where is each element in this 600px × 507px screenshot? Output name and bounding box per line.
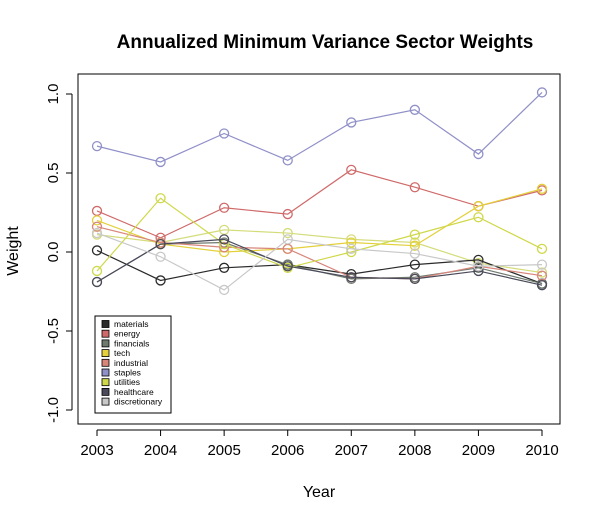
legend-label: tech xyxy=(114,348,130,358)
y-tick-label: 1.0 xyxy=(45,84,62,105)
legend-swatch xyxy=(101,329,110,338)
legend-label: utilities xyxy=(114,377,140,387)
plot-frame xyxy=(77,73,561,425)
data-point xyxy=(536,87,548,98)
x-tick-label: 2007 xyxy=(335,442,368,459)
y-tick-label: -0.5 xyxy=(45,318,62,344)
data-point xyxy=(155,275,166,286)
data-point xyxy=(473,261,484,272)
y-tick-label: 0.5 xyxy=(45,163,62,184)
legend-swatch xyxy=(101,378,110,387)
series-line xyxy=(96,249,543,285)
series-discretionary xyxy=(91,227,548,296)
legend-swatch xyxy=(101,387,110,396)
legend-label: materials xyxy=(114,319,148,329)
series-line xyxy=(96,197,543,272)
legend-label: healthcare xyxy=(114,387,154,397)
data-point xyxy=(91,215,103,226)
data-point xyxy=(409,248,421,259)
data-point xyxy=(409,259,421,270)
data-point xyxy=(409,229,421,240)
data-point xyxy=(91,221,103,232)
data-point xyxy=(346,243,357,254)
x-tick-label: 2006 xyxy=(271,442,304,459)
data-point xyxy=(473,212,484,223)
data-point xyxy=(282,208,293,220)
series-energy xyxy=(91,164,548,243)
data-point xyxy=(155,251,166,262)
data-point xyxy=(409,240,421,251)
series-line xyxy=(96,169,543,239)
data-point xyxy=(536,243,548,254)
series-line xyxy=(96,238,543,286)
data-point xyxy=(155,238,166,250)
series-line xyxy=(96,188,543,253)
data-point xyxy=(282,227,293,239)
data-point xyxy=(473,254,484,266)
data-point xyxy=(346,246,357,258)
series-line xyxy=(96,232,543,291)
data-point xyxy=(282,234,293,245)
data-point xyxy=(155,193,166,204)
legend-swatch xyxy=(101,358,110,367)
data-point xyxy=(218,284,230,296)
data-point xyxy=(536,183,548,194)
legend-swatch xyxy=(101,349,110,358)
x-axis-label: Year xyxy=(303,484,336,501)
series-layer xyxy=(91,87,548,296)
data-point xyxy=(91,265,103,277)
data-point xyxy=(536,267,548,278)
data-point xyxy=(218,202,230,213)
x-tick-label: 2009 xyxy=(462,442,495,459)
data-point xyxy=(91,276,103,288)
data-point xyxy=(346,117,357,128)
legend-label: staples xyxy=(114,368,141,378)
data-point xyxy=(473,201,484,212)
legend-swatch xyxy=(101,320,110,328)
x-tick-label: 2008 xyxy=(398,442,431,459)
data-point xyxy=(536,259,548,270)
legend-label: discretionary xyxy=(114,397,163,407)
data-point xyxy=(346,164,357,175)
data-point xyxy=(473,148,484,160)
legend-label: industrial xyxy=(114,358,148,368)
data-point xyxy=(282,261,293,272)
data-point xyxy=(218,242,230,253)
data-point xyxy=(155,156,166,168)
data-point xyxy=(536,280,548,291)
y-tick-label: 0.0 xyxy=(45,242,62,263)
data-point xyxy=(409,182,421,193)
y-tick-label: -1.0 xyxy=(45,397,62,423)
data-point xyxy=(282,155,293,166)
x-tick-label: 2010 xyxy=(525,442,558,459)
data-point xyxy=(409,104,421,115)
legend-label: financials xyxy=(114,338,149,348)
x-axis: 2003 2004 2005 2006 2007 2008 2009 2010 xyxy=(80,429,559,459)
y-axis: -1.0 -0.5 0.0 0.5 1.0 xyxy=(45,84,73,423)
legend-swatch xyxy=(101,397,110,406)
chart-title: Annualized Minimum Variance Sector Weigh… xyxy=(117,32,534,53)
data-point xyxy=(91,227,103,239)
data-point xyxy=(218,262,230,273)
legend-label: energy xyxy=(114,329,141,339)
y-axis-label: Weight xyxy=(5,226,22,276)
series-line xyxy=(96,91,543,163)
data-point xyxy=(91,245,103,256)
x-tick-label: 2004 xyxy=(144,442,177,459)
data-point xyxy=(409,273,421,285)
x-tick-label: 2003 xyxy=(80,442,113,459)
data-point xyxy=(346,272,357,283)
legend: materialsenergyfinancialstechindustrials… xyxy=(94,315,172,414)
data-point xyxy=(218,234,230,245)
x-tick-label: 2005 xyxy=(207,442,240,459)
series-line xyxy=(96,229,543,274)
data-point xyxy=(91,140,103,152)
data-point xyxy=(218,128,230,139)
series-staples xyxy=(91,87,548,168)
legend-swatch xyxy=(101,339,110,348)
legend-swatch xyxy=(101,368,110,377)
series-tech xyxy=(91,183,548,258)
